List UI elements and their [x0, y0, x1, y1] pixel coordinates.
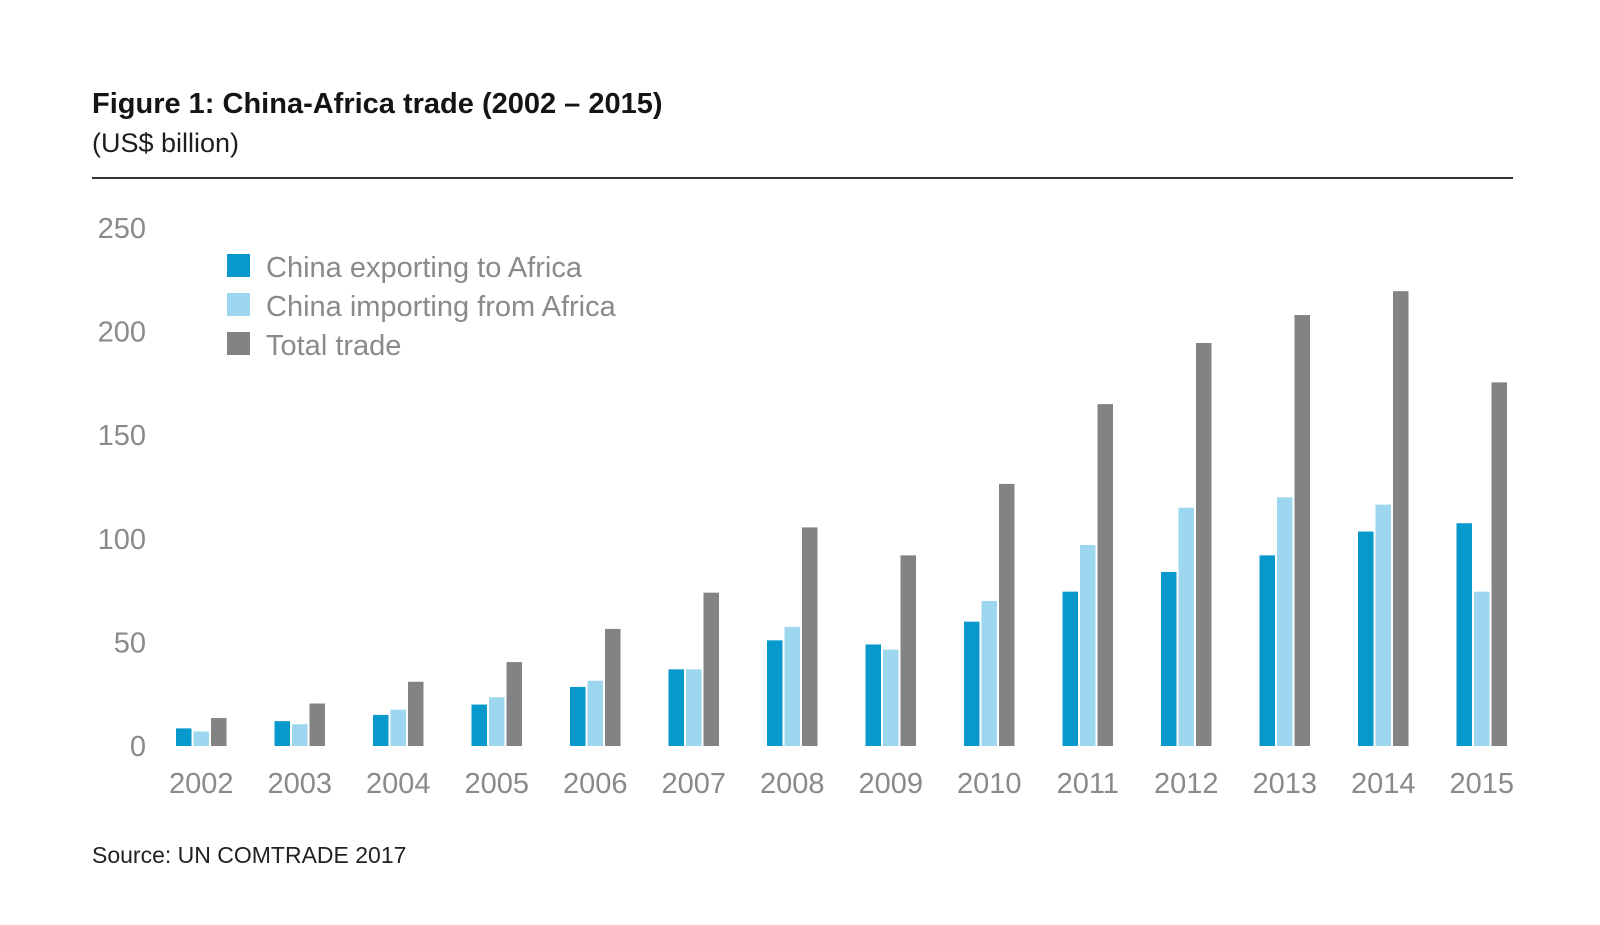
- bar-total-trade-2002: [211, 718, 227, 746]
- legend-swatch: [227, 254, 250, 277]
- y-tick-label: 150: [98, 420, 146, 452]
- bar-total-trade-2006: [605, 628, 621, 746]
- x-tick-label: 2005: [464, 768, 529, 800]
- bar-total-trade-2012: [1196, 342, 1212, 746]
- y-tick-label: 250: [98, 213, 146, 245]
- bar-china-importing-from-africa-2009: [883, 649, 899, 746]
- bar-total-trade-2003: [309, 703, 325, 746]
- y-tick-label: 0: [130, 731, 146, 763]
- bar-china-importing-from-africa-2014: [1375, 504, 1391, 746]
- bar-total-trade-2005: [506, 662, 522, 746]
- bar-china-exporting-to-africa-2008: [767, 640, 783, 746]
- bar-china-exporting-to-africa-2004: [373, 714, 389, 746]
- y-axis: 0 50 100 150 200 250: [98, 213, 146, 763]
- bar-china-importing-from-africa-2008: [784, 626, 800, 746]
- bar-china-importing-from-africa-2013: [1277, 497, 1293, 746]
- chart-subtitle: (US$ billion): [92, 128, 240, 158]
- bar-china-importing-from-africa-2005: [489, 697, 505, 746]
- bar-total-trade-2011: [1097, 404, 1113, 746]
- bar-series-group: [176, 291, 1507, 746]
- x-tick-label: 2009: [858, 768, 923, 800]
- legend-swatch: [227, 332, 250, 355]
- x-tick-label: 2008: [760, 768, 825, 800]
- bar-china-importing-from-africa-2015: [1474, 591, 1490, 746]
- bar-china-exporting-to-africa-2006: [570, 686, 586, 746]
- bar-china-importing-from-africa-2003: [292, 724, 308, 746]
- bar-china-importing-from-africa-2010: [981, 600, 997, 746]
- legend-label: Total trade: [266, 330, 401, 362]
- y-tick-label: 200: [98, 317, 146, 349]
- y-tick-label: 100: [98, 524, 146, 556]
- y-tick-label: 50: [114, 627, 146, 659]
- x-tick-label: 2007: [661, 768, 726, 800]
- bar-total-trade-2015: [1491, 382, 1507, 746]
- x-tick-label: 2006: [563, 768, 628, 800]
- bar-china-importing-from-africa-2006: [587, 680, 603, 746]
- bar-china-exporting-to-africa-2013: [1259, 555, 1275, 746]
- bar-total-trade-2007: [703, 592, 719, 746]
- bar-china-exporting-to-africa-2015: [1456, 523, 1472, 746]
- legend-swatch: [227, 293, 250, 316]
- legend: China exporting to Africa China importing…: [227, 252, 617, 362]
- x-tick-label: 2013: [1252, 768, 1317, 800]
- source-note: Source: UN COMTRADE 2017: [92, 842, 407, 868]
- x-tick-label: 2011: [1057, 768, 1119, 800]
- bar-china-exporting-to-africa-2003: [274, 721, 290, 746]
- bar-total-trade-2004: [408, 681, 424, 746]
- bar-total-trade-2013: [1294, 315, 1310, 746]
- x-tick-label: 2004: [366, 768, 431, 800]
- x-axis: 2002 2003 2004 2005 2006 2007 2008 2009 2010 2011…: [169, 768, 1514, 800]
- bar-china-exporting-to-africa-2010: [964, 621, 980, 746]
- x-tick-label: 2014: [1351, 768, 1416, 800]
- bar-china-importing-from-africa-2004: [390, 709, 406, 746]
- x-tick-label: 2002: [169, 768, 234, 800]
- bar-china-importing-from-africa-2007: [686, 669, 702, 746]
- bar-total-trade-2014: [1393, 291, 1409, 746]
- bar-china-importing-from-africa-2012: [1178, 507, 1194, 746]
- bar-china-importing-from-africa-2011: [1080, 545, 1096, 746]
- bar-china-exporting-to-africa-2009: [865, 644, 881, 746]
- x-tick-label: 2012: [1154, 768, 1219, 800]
- x-tick-label: 2003: [267, 768, 332, 800]
- bar-total-trade-2010: [999, 483, 1015, 746]
- chart-title: Figure 1: China-Africa trade (2002 – 201…: [92, 88, 663, 120]
- legend-label: China importing from Africa: [266, 291, 617, 323]
- bar-total-trade-2009: [900, 555, 916, 746]
- bar-china-exporting-to-africa-2011: [1062, 591, 1078, 746]
- bar-china-exporting-to-africa-2002: [176, 728, 192, 746]
- bar-china-exporting-to-africa-2007: [668, 669, 684, 746]
- bar-china-exporting-to-africa-2012: [1161, 571, 1177, 746]
- title-divider: [92, 177, 1513, 179]
- bar-china-exporting-to-africa-2005: [471, 704, 487, 746]
- legend-label: China exporting to Africa: [266, 252, 583, 284]
- x-tick-label: 2015: [1449, 768, 1514, 800]
- bar-total-trade-2008: [802, 527, 818, 746]
- bar-china-exporting-to-africa-2014: [1358, 531, 1374, 746]
- x-tick-label: 2010: [957, 768, 1022, 800]
- bar-china-importing-from-africa-2002: [193, 731, 209, 746]
